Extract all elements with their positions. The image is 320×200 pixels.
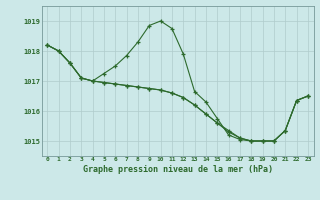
X-axis label: Graphe pression niveau de la mer (hPa): Graphe pression niveau de la mer (hPa) bbox=[83, 165, 273, 174]
